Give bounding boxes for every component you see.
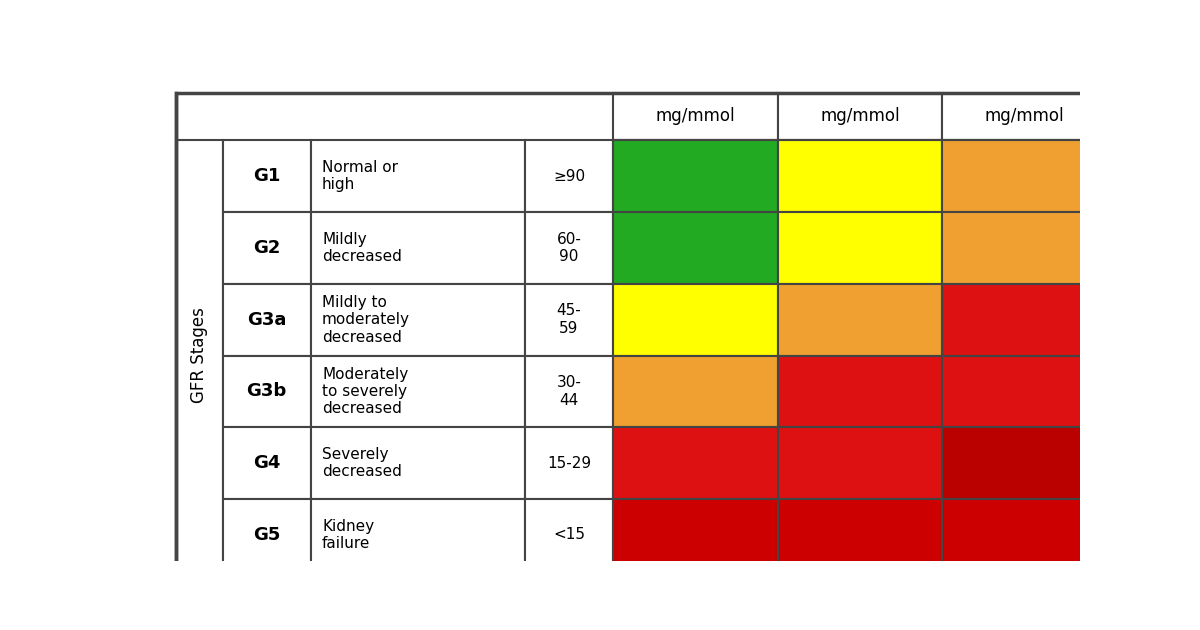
Text: Mildly to
moderately
decreased: Mildly to moderately decreased xyxy=(322,295,410,345)
Text: <15: <15 xyxy=(553,527,584,542)
Bar xyxy=(942,212,1106,284)
Bar xyxy=(222,284,311,355)
Bar xyxy=(311,93,524,140)
Text: G2: G2 xyxy=(253,239,281,257)
Text: 15-29: 15-29 xyxy=(547,455,592,471)
Text: G3a: G3a xyxy=(247,311,287,329)
Text: 60-
90: 60- 90 xyxy=(557,232,582,264)
Text: G5: G5 xyxy=(253,526,281,544)
Bar xyxy=(778,355,942,427)
Bar xyxy=(524,499,613,571)
Bar xyxy=(613,93,778,140)
Text: 45-
59: 45- 59 xyxy=(557,304,581,336)
Bar xyxy=(524,93,613,140)
Bar xyxy=(942,93,1106,140)
Bar xyxy=(524,355,613,427)
Bar xyxy=(311,499,524,571)
Text: mg/mmol: mg/mmol xyxy=(985,107,1064,125)
Bar xyxy=(942,140,1106,212)
Text: mg/mmol: mg/mmol xyxy=(655,107,736,125)
Bar xyxy=(778,427,942,499)
Bar xyxy=(311,212,524,284)
Bar xyxy=(613,355,778,427)
Bar xyxy=(222,355,311,427)
Bar xyxy=(524,140,613,212)
Bar xyxy=(222,212,311,284)
Bar xyxy=(222,499,311,571)
Bar xyxy=(613,499,778,571)
Text: G1: G1 xyxy=(253,167,281,185)
Text: GFR Stages: GFR Stages xyxy=(191,307,209,403)
Bar xyxy=(942,355,1106,427)
Bar xyxy=(942,427,1106,499)
Text: Severely
decreased: Severely decreased xyxy=(322,447,402,479)
Bar xyxy=(176,140,222,571)
Bar xyxy=(524,212,613,284)
Bar xyxy=(778,284,942,355)
Bar xyxy=(778,499,942,571)
Bar xyxy=(613,427,778,499)
Text: G3b: G3b xyxy=(246,382,287,401)
Text: Moderately
to severely
decreased: Moderately to severely decreased xyxy=(322,367,408,416)
Bar xyxy=(222,427,311,499)
Bar xyxy=(778,140,942,212)
Text: mg/mmol: mg/mmol xyxy=(821,107,900,125)
Text: Kidney
failure: Kidney failure xyxy=(322,518,374,551)
Bar xyxy=(311,140,524,212)
Text: Normal or
high: Normal or high xyxy=(322,160,398,192)
Bar xyxy=(524,427,613,499)
Bar xyxy=(778,93,942,140)
Bar xyxy=(524,284,613,355)
Text: ≥90: ≥90 xyxy=(553,168,586,183)
Bar xyxy=(613,140,778,212)
Bar xyxy=(311,355,524,427)
Bar xyxy=(222,93,311,140)
Bar xyxy=(222,140,311,212)
Bar xyxy=(311,284,524,355)
Bar xyxy=(942,284,1106,355)
Bar xyxy=(778,212,942,284)
Text: G4: G4 xyxy=(253,454,281,472)
Text: Mildly
decreased: Mildly decreased xyxy=(322,232,402,264)
Bar xyxy=(176,571,1106,588)
Bar xyxy=(311,427,524,499)
Bar xyxy=(176,93,222,140)
Bar xyxy=(942,499,1106,571)
Text: 30-
44: 30- 44 xyxy=(557,375,582,408)
Bar xyxy=(613,212,778,284)
Bar xyxy=(613,284,778,355)
